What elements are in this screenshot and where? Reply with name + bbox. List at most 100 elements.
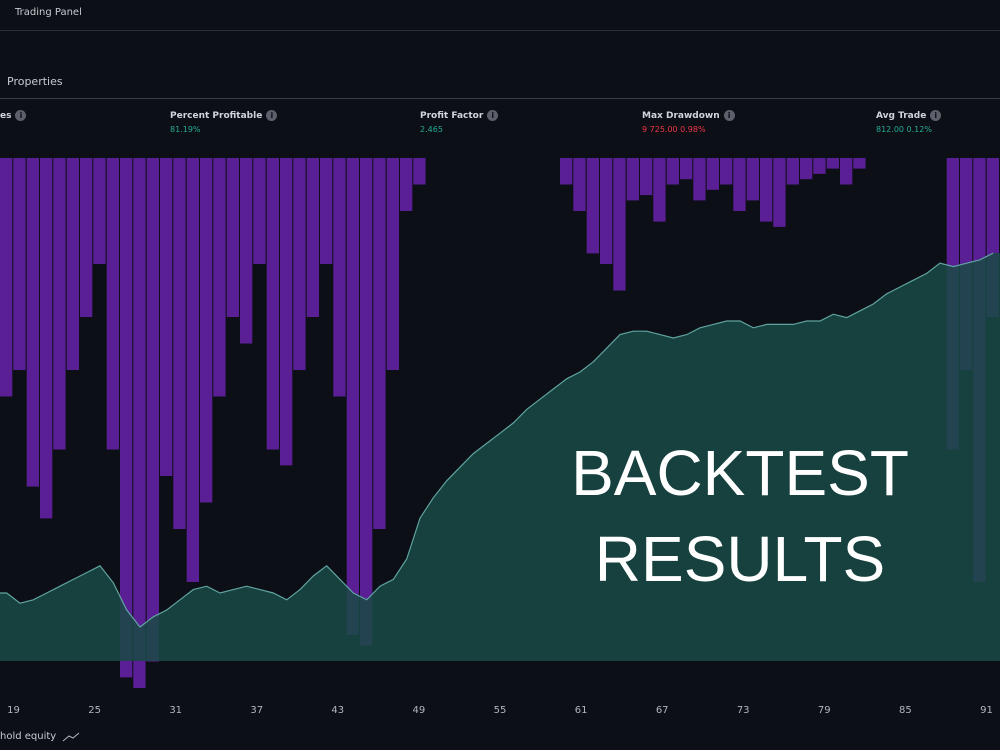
- drawdown-bar: [306, 158, 319, 317]
- x-tick-label: 61: [574, 705, 588, 716]
- drawdown-bar: [400, 158, 413, 211]
- drawdown-bar: [573, 158, 586, 211]
- drawdown-bar: [146, 158, 159, 662]
- x-tick-label: 25: [88, 705, 101, 716]
- drawdown-bar: [626, 158, 639, 201]
- overlay-line-2: RESULTS: [594, 523, 886, 595]
- footer-legend: hold equity: [0, 731, 80, 742]
- info-icon[interactable]: i: [930, 110, 942, 121]
- drawdown-bar: [640, 158, 653, 196]
- drawdown-bar: [226, 158, 239, 317]
- metric-percent-profitable: Percent Profitable i 81.19%: [170, 110, 278, 134]
- x-tick-label: 19: [7, 705, 20, 716]
- drawdown-bar: [26, 158, 39, 487]
- drawdown-bar: [266, 158, 279, 450]
- drawdown-bar: [733, 158, 746, 211]
- drawdown-bar: [13, 158, 26, 370]
- drawdown-bar: [120, 158, 133, 678]
- metric-label: Avg Trade: [876, 110, 927, 121]
- x-tick-label: 79: [817, 705, 831, 716]
- x-axis: 19 25 31 37 43 49 55 61 67 73 79 85 91: [0, 705, 1000, 725]
- metric-label: es: [0, 110, 12, 121]
- line-icon: [62, 732, 80, 741]
- drawdown-bar: [413, 158, 426, 185]
- drawdown-bar: [80, 158, 93, 317]
- x-tick-label: 91: [980, 705, 993, 716]
- drawdown-bar: [346, 158, 359, 635]
- drawdown-bar: [773, 158, 786, 227]
- x-tick-label: 73: [736, 705, 750, 716]
- drawdown-bar: [586, 158, 599, 254]
- x-tick-label: 31: [169, 705, 183, 716]
- drawdown-bar: [360, 158, 373, 646]
- x-tick-label: 55: [493, 705, 507, 716]
- drawdown-bar: [173, 158, 186, 529]
- drawdown-bar: [106, 158, 119, 450]
- overlay-title: BACKTEST RESULTS: [540, 430, 940, 602]
- x-tick-label: 85: [899, 705, 912, 716]
- drawdown-bar: [653, 158, 666, 222]
- drawdown-bar: [853, 158, 866, 169]
- x-tick-label: 67: [655, 705, 669, 716]
- drawdown-bar: [613, 158, 626, 291]
- drawdown-bar: [213, 158, 226, 397]
- drawdown-bar: [293, 158, 306, 370]
- drawdown-bar: [40, 158, 53, 519]
- drawdown-bar: [133, 158, 146, 688]
- tab-properties[interactable]: Properties: [7, 75, 63, 88]
- drawdown-bar: [0, 158, 13, 397]
- metric-value: 812.00 0.12%: [876, 125, 932, 134]
- drawdown-bar: [333, 158, 346, 397]
- drawdown-bar: [386, 158, 399, 370]
- legend-label: hold equity: [0, 731, 57, 742]
- info-icon[interactable]: i: [487, 110, 499, 121]
- drawdown-bar: [53, 158, 66, 450]
- equity-chart: [0, 158, 1000, 703]
- drawdown-bar: [66, 158, 79, 370]
- drawdown-bar: [253, 158, 266, 264]
- drawdown-bar: [373, 158, 386, 529]
- metric-label: Max Drawdown: [642, 110, 720, 121]
- metric-avg-trade: Avg Trade i 812.00 0.12%: [876, 110, 942, 134]
- metric-partial: es i: [0, 110, 27, 121]
- equity-line: [0, 252, 994, 628]
- drawdown-bar: [706, 158, 719, 190]
- info-icon[interactable]: i: [15, 110, 27, 121]
- info-icon[interactable]: i: [266, 110, 278, 121]
- drawdown-bar: [840, 158, 853, 185]
- drawdown-bar: [786, 158, 799, 185]
- drawdown-bar: [760, 158, 773, 222]
- drawdown-bar: [160, 158, 173, 476]
- drawdown-bar: [600, 158, 613, 264]
- x-tick-label: 43: [331, 705, 345, 716]
- drawdown-bar: [826, 158, 839, 169]
- drawdown-bar: [680, 158, 693, 180]
- metric-value: 9 725.00 0.98%: [642, 125, 706, 134]
- tab-bar: Properties: [0, 30, 1000, 99]
- drawdown-bar: [693, 158, 706, 201]
- drawdown-bar: [560, 158, 573, 185]
- metric-profit-factor: Profit Factor i 2.465: [420, 110, 499, 134]
- metric-value: 2.465: [420, 125, 443, 134]
- drawdown-bar: [800, 158, 813, 180]
- metric-max-drawdown: Max Drawdown i 9 725.00 0.98%: [642, 110, 735, 134]
- drawdown-bar: [320, 158, 333, 264]
- drawdown-bar: [186, 158, 199, 582]
- equity-area: [0, 253, 1000, 661]
- drawdown-bar: [240, 158, 253, 344]
- drawdown-bar: [93, 158, 106, 264]
- metric-label: Profit Factor: [420, 110, 484, 121]
- equity-chart-svg: [0, 158, 1000, 688]
- x-tick-label: 37: [250, 705, 264, 716]
- metric-value: 81.19%: [170, 125, 201, 134]
- info-icon[interactable]: i: [723, 110, 735, 121]
- drawdown-bar: [280, 158, 293, 466]
- metric-label: Percent Profitable: [170, 110, 263, 121]
- drawdown-bar: [720, 158, 733, 185]
- drawdown-bar: [666, 158, 679, 185]
- panel-title: Trading Panel: [15, 7, 82, 18]
- x-tick-label: 49: [412, 705, 426, 716]
- panel-header: Trading Panel: [0, 0, 1000, 31]
- drawdown-bar: [200, 158, 213, 503]
- drawdown-bar: [813, 158, 826, 174]
